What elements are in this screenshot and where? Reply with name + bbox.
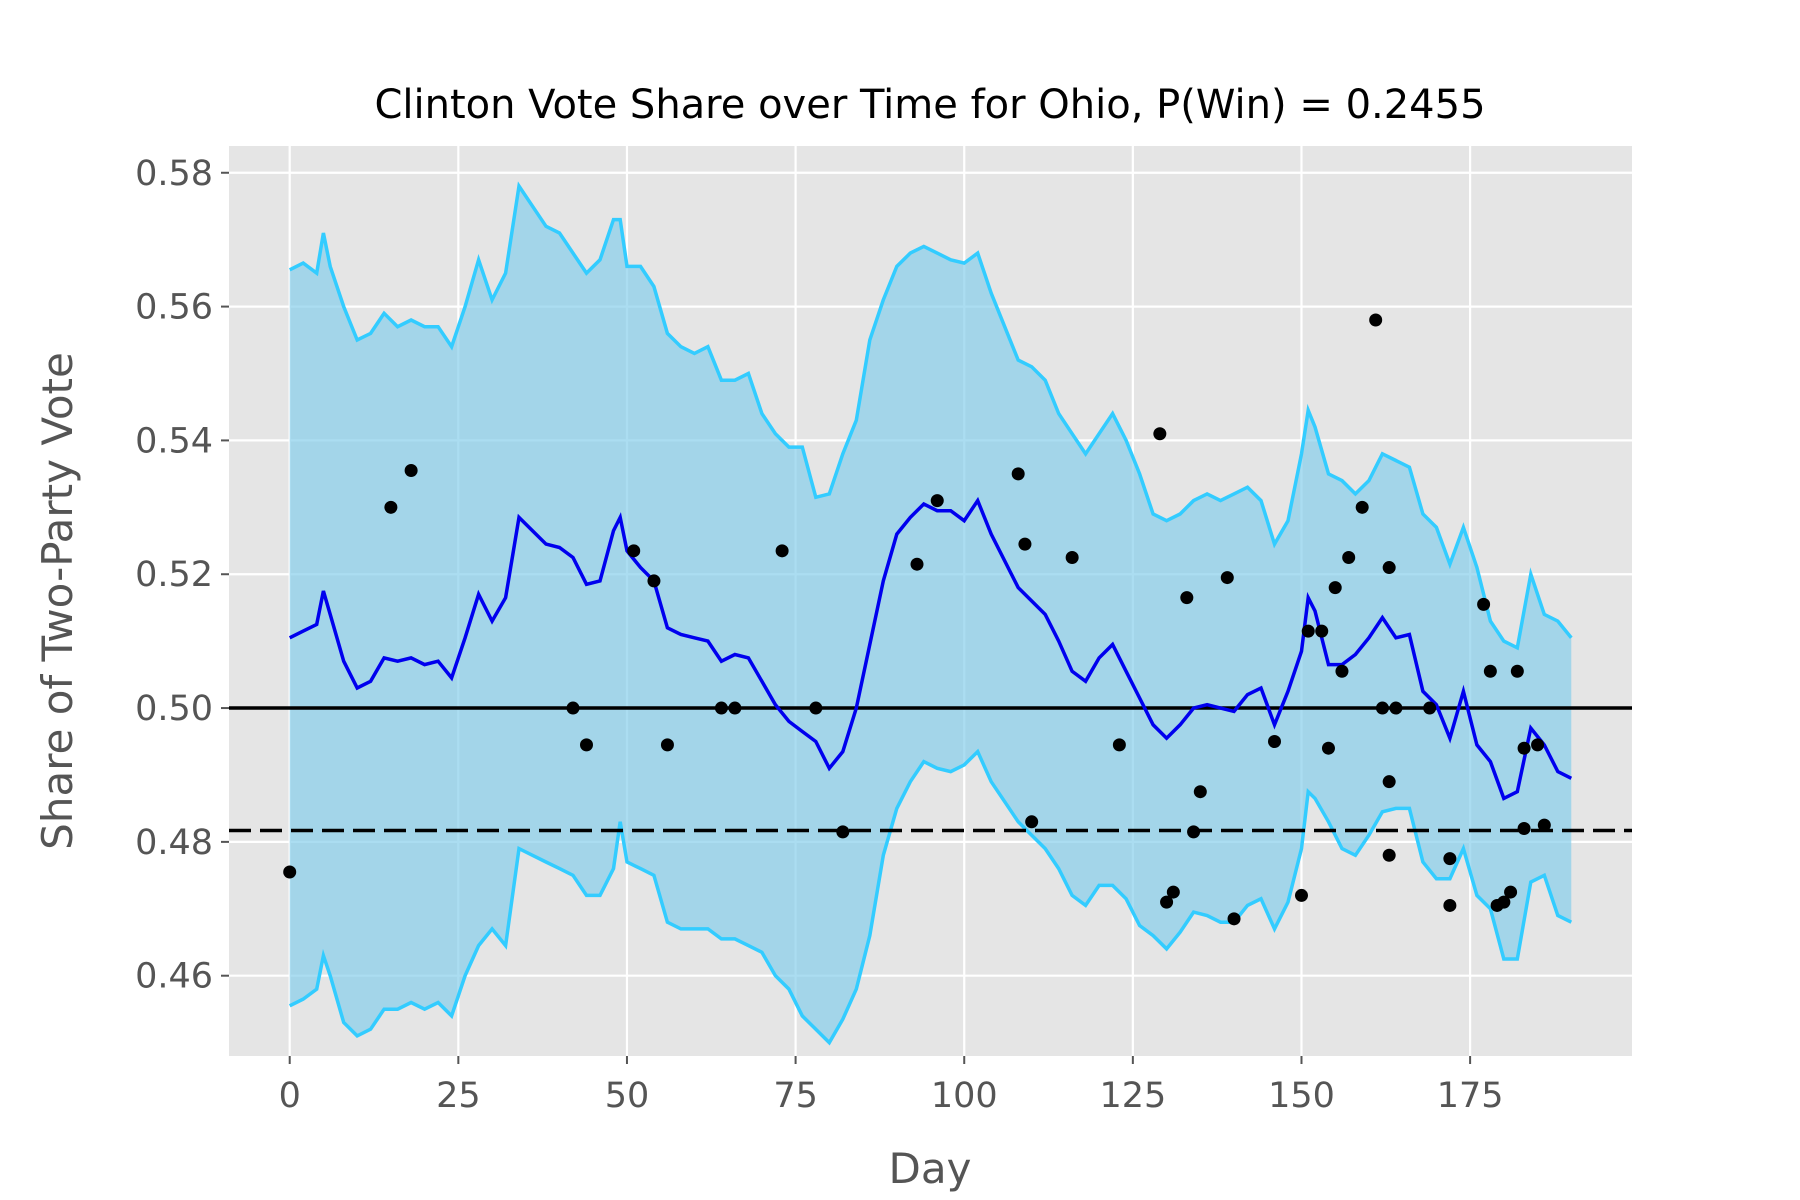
poll-point (1315, 624, 1329, 638)
poll-point (1375, 701, 1389, 715)
y-tick-label: 0.52 (135, 555, 213, 595)
poll-point (1497, 895, 1511, 909)
axis-ticks: 0 25 50 75 100 125 150 175 0.46 0.48 0.50 0.52 0.54 0… (135, 154, 1503, 1116)
poll-point (1389, 701, 1403, 715)
poll-point (1477, 597, 1491, 611)
x-tick-label: 25 (436, 1076, 481, 1116)
x-tick-label: 125 (1099, 1076, 1166, 1116)
mean-vote-share-line (288, 496, 1573, 801)
x-tick-label: 0 (279, 1076, 301, 1116)
poll-point (1483, 664, 1497, 678)
poll-point (660, 738, 674, 752)
poll-point (384, 500, 398, 514)
poll-point (1382, 848, 1396, 862)
poll-point (1018, 537, 1032, 551)
poll-point (775, 544, 789, 558)
y-tick-label: 0.48 (135, 823, 213, 863)
poll-point (714, 701, 728, 715)
poll-point (1369, 313, 1383, 327)
poll-point (728, 701, 742, 715)
poll-point (1443, 898, 1457, 912)
poll-point (566, 701, 580, 715)
chart-title: Clinton Vote Share over Time for Ohio, P… (374, 82, 1485, 128)
x-tick-label: 50 (605, 1076, 650, 1116)
poll-point (1112, 738, 1126, 752)
y-tick-label: 0.46 (135, 957, 213, 997)
poll-point (1153, 427, 1167, 441)
poll-point (1160, 895, 1174, 909)
poll-point (1537, 818, 1551, 832)
poll-point (283, 865, 297, 879)
poll-point (1423, 701, 1437, 715)
poll-point (1268, 735, 1282, 749)
poll-point (1011, 467, 1025, 481)
x-tick-label: 75 (773, 1076, 818, 1116)
poll-point (579, 738, 593, 752)
y-tick-label: 0.58 (135, 154, 213, 194)
y-tick-label: 0.50 (135, 689, 213, 729)
y-tick-label: 0.54 (135, 421, 213, 461)
poll-point (1382, 561, 1396, 575)
poll-points (283, 313, 1551, 926)
poll-point (1193, 785, 1207, 799)
poll-point (1025, 815, 1039, 829)
x-tick-label: 175 (1437, 1076, 1504, 1116)
poll-point (1517, 822, 1531, 835)
poll-point (1443, 852, 1457, 866)
poll-point (1180, 591, 1194, 605)
poll-point (1187, 825, 1201, 839)
poll-point (404, 464, 418, 478)
poll-point (1065, 551, 1079, 565)
poll-point (930, 494, 944, 508)
poll-point (1355, 500, 1369, 514)
poll-point (1328, 581, 1342, 595)
poll-point (1166, 885, 1180, 899)
poll-point (1517, 741, 1531, 755)
x-tick-label: 150 (1268, 1076, 1335, 1116)
poll-point (910, 557, 924, 571)
poll-point (836, 825, 850, 839)
confidence-band (289, 186, 1572, 1043)
band-upper-edge (288, 181, 1573, 651)
y-axis-label: Share of Two-Party Vote (33, 352, 82, 850)
poll-point (1220, 571, 1234, 585)
poll-point (1321, 741, 1335, 755)
poll-point (1531, 738, 1545, 752)
x-tick-label: 100 (931, 1076, 998, 1116)
poll-point (1301, 624, 1315, 638)
poll-point (1382, 775, 1396, 789)
poll-point (1335, 664, 1349, 678)
poll-point (1510, 664, 1524, 678)
poll-point (1294, 888, 1308, 902)
x-axis-label: Day (889, 1144, 972, 1193)
band-lower-edge (288, 748, 1573, 1046)
poll-point (1342, 551, 1356, 565)
y-tick-label: 0.56 (135, 288, 213, 328)
poll-point (1504, 885, 1518, 899)
poll-point (809, 701, 823, 715)
poll-point (647, 574, 661, 588)
poll-point (627, 544, 641, 558)
poll-point (1227, 912, 1241, 926)
